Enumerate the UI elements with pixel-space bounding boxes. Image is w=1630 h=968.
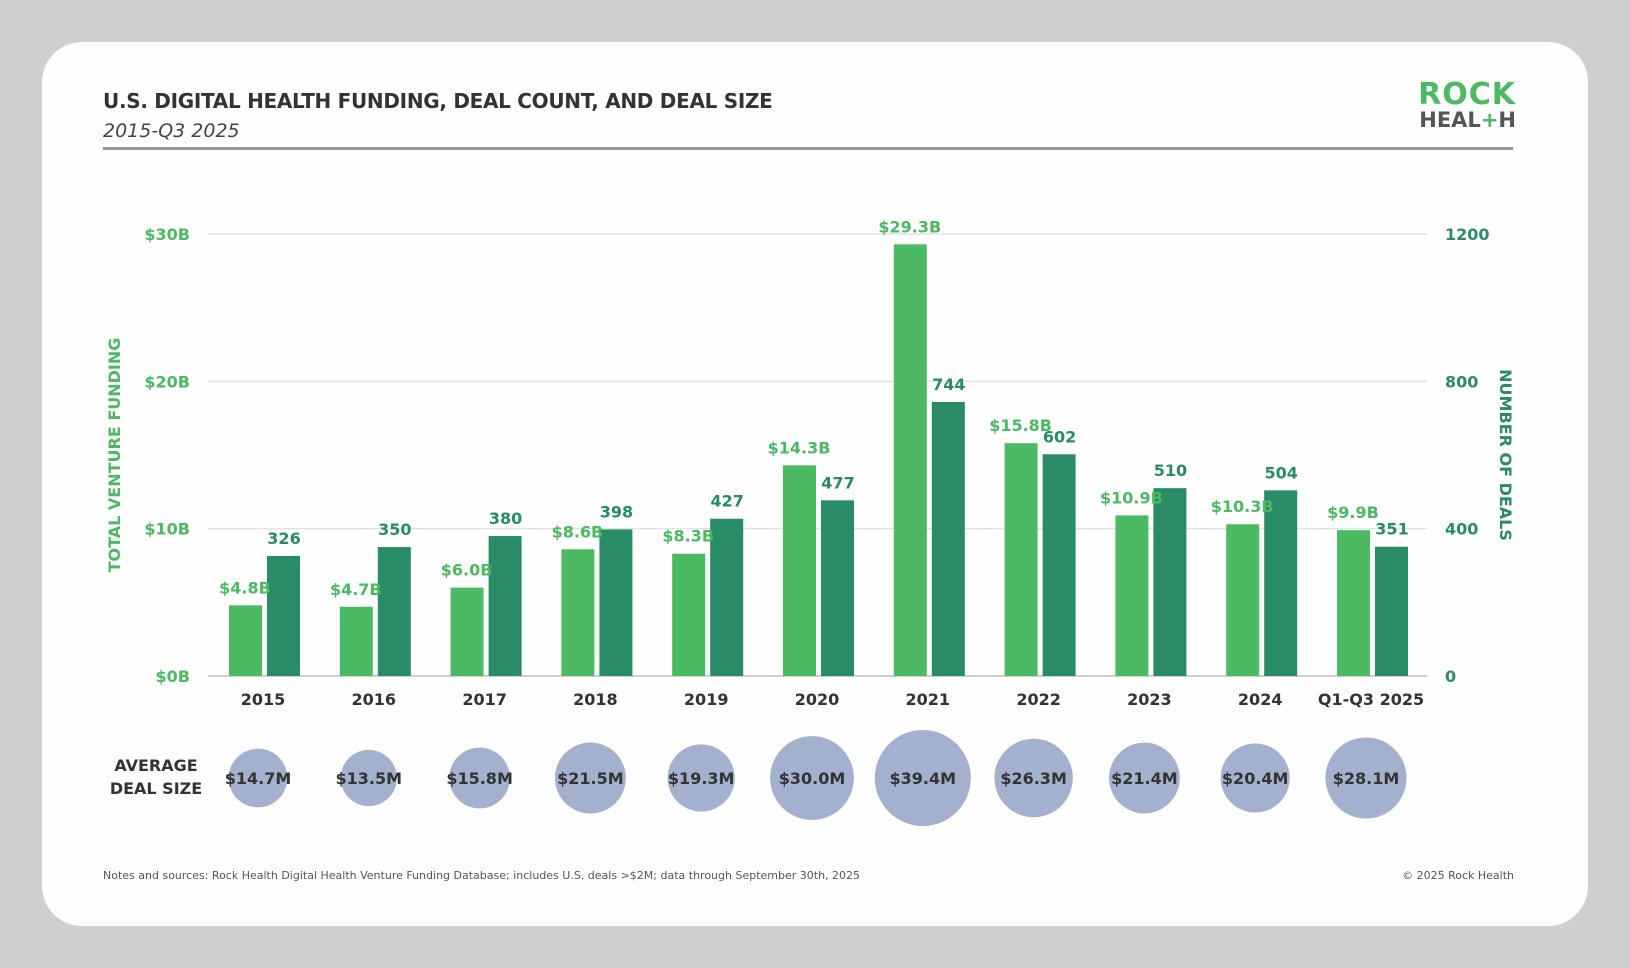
y-axis-title: TOTAL VENTURE FUNDING (105, 338, 124, 573)
funding-bar (672, 553, 706, 676)
y-tick-label: $0B (156, 667, 190, 686)
y-tick-label: $30B (144, 225, 190, 244)
x-tick-label: 2021 (906, 690, 951, 709)
funding-bar (893, 244, 927, 676)
deal-size-label: $28.1M (1333, 769, 1400, 788)
funding-bar (1004, 443, 1038, 676)
deals-bar (377, 547, 411, 676)
deal-size-label: $14.7M (225, 769, 292, 788)
funding-data-label: $14.3B (768, 438, 831, 457)
deals-data-label: 351 (1375, 520, 1408, 539)
chart-subtitle: 2015-Q3 2025 (103, 120, 240, 142)
deals-bar (710, 518, 744, 676)
deal-size-bubble (874, 730, 971, 826)
deals-data-label: 398 (600, 502, 633, 521)
deal-size-bubble (1325, 737, 1407, 819)
deal-size-label: $30.0M (779, 769, 846, 788)
y2-tick-label: 400 (1445, 520, 1478, 539)
deals-data-label: 504 (1264, 463, 1297, 482)
funding-data-label: $4.7B (330, 580, 382, 599)
x-tick-label: 2015 (241, 690, 286, 709)
deal-size-bubble (770, 736, 854, 820)
y2-tick-label: 1200 (1445, 225, 1490, 244)
average-deal-size-title: DEAL SIZE (110, 779, 202, 798)
deals-bar (1153, 488, 1187, 676)
funding-data-label: $4.8B (219, 578, 271, 597)
x-tick-label: 2023 (1127, 690, 1172, 709)
funding-data-label: $8.6B (552, 522, 604, 541)
deals-bar (488, 536, 522, 676)
deals-data-label: 510 (1154, 461, 1187, 480)
deal-size-label: $21.4M (1111, 769, 1178, 788)
funding-bar (1115, 515, 1149, 676)
deals-bar (267, 555, 300, 676)
y2-tick-label: 800 (1445, 372, 1478, 391)
rock-health-logo: ROCK HEAL+H (1418, 77, 1516, 132)
deals-bar (1264, 490, 1298, 676)
deal-size-label: $19.3M (668, 769, 735, 788)
deal-size-bubble (554, 742, 626, 814)
deal-size-bubble (1220, 743, 1290, 813)
y2-tick-label: 0 (1445, 667, 1456, 686)
x-tick-label: Q1-Q3 2025 (1318, 690, 1424, 709)
average-deal-size-title: AVERAGE (114, 756, 197, 775)
funding-data-label: $6.0B (441, 561, 493, 580)
funding-data-label: $9.9B (1327, 503, 1379, 522)
funding-data-label: $8.3B (662, 527, 714, 546)
funding-bar (783, 465, 816, 676)
funding-data-label: $29.3B (878, 217, 941, 236)
deals-data-label: 744 (932, 375, 965, 394)
funding-bar (1226, 524, 1260, 676)
deal-size-bubble (449, 747, 510, 809)
deal-size-bubble (228, 748, 288, 808)
funding-data-label: $10.3B (1211, 497, 1274, 516)
chart-title: U.S. DIGITAL HEALTH FUNDING, DEAL COUNT,… (103, 89, 773, 113)
x-tick-label: 2017 (462, 690, 507, 709)
x-tick-label: 2016 (352, 690, 397, 709)
deal-size-bubble (1109, 742, 1180, 814)
title-divider (103, 147, 1513, 150)
deals-bar (1375, 546, 1408, 676)
deals-data-label: 427 (710, 492, 743, 511)
footer-note: Notes and sources: Rock Health Digital H… (103, 869, 861, 882)
x-tick-label: 2022 (1016, 690, 1061, 709)
deal-size-label: $21.5M (557, 769, 624, 788)
deals-bar (1042, 454, 1076, 676)
deal-size-label: $20.4M (1222, 769, 1289, 788)
funding-bar (339, 606, 373, 676)
x-tick-label: 2019 (684, 690, 729, 709)
deal-size-label: $15.8M (446, 769, 513, 788)
deals-bar (931, 401, 965, 676)
deal-size-label: $39.4M (890, 769, 957, 788)
x-tick-label: 2020 (795, 690, 840, 709)
deals-bar (821, 500, 854, 676)
deals-data-label: 326 (267, 529, 300, 548)
deals-data-label: 477 (821, 473, 854, 492)
footer-copyright: © 2025 Rock Health (1402, 869, 1514, 882)
funding-bar (229, 605, 262, 676)
funding-bar (1337, 530, 1370, 676)
deals-bar (599, 529, 633, 676)
y-tick-label: $20B (144, 372, 190, 391)
deal-size-bubble (994, 738, 1073, 818)
y-tick-label: $10B (144, 520, 190, 539)
x-tick-label: 2024 (1238, 690, 1283, 709)
deal-size-label: $13.5M (336, 769, 403, 788)
deals-data-label: 602 (1043, 427, 1076, 446)
x-tick-label: 2018 (573, 690, 618, 709)
funding-data-label: $10.9B (1100, 488, 1163, 507)
deal-size-bubble (667, 744, 735, 812)
y2-axis-title: NUMBER OF DEALS (1496, 369, 1515, 541)
deals-data-label: 350 (378, 520, 411, 539)
deal-size-label: $26.3M (1000, 769, 1067, 788)
funding-bar (561, 549, 595, 676)
funding-bar (450, 587, 484, 676)
deals-data-label: 380 (489, 509, 522, 528)
funding-data-label: $15.8B (989, 416, 1052, 435)
deal-size-bubble (340, 749, 397, 807)
